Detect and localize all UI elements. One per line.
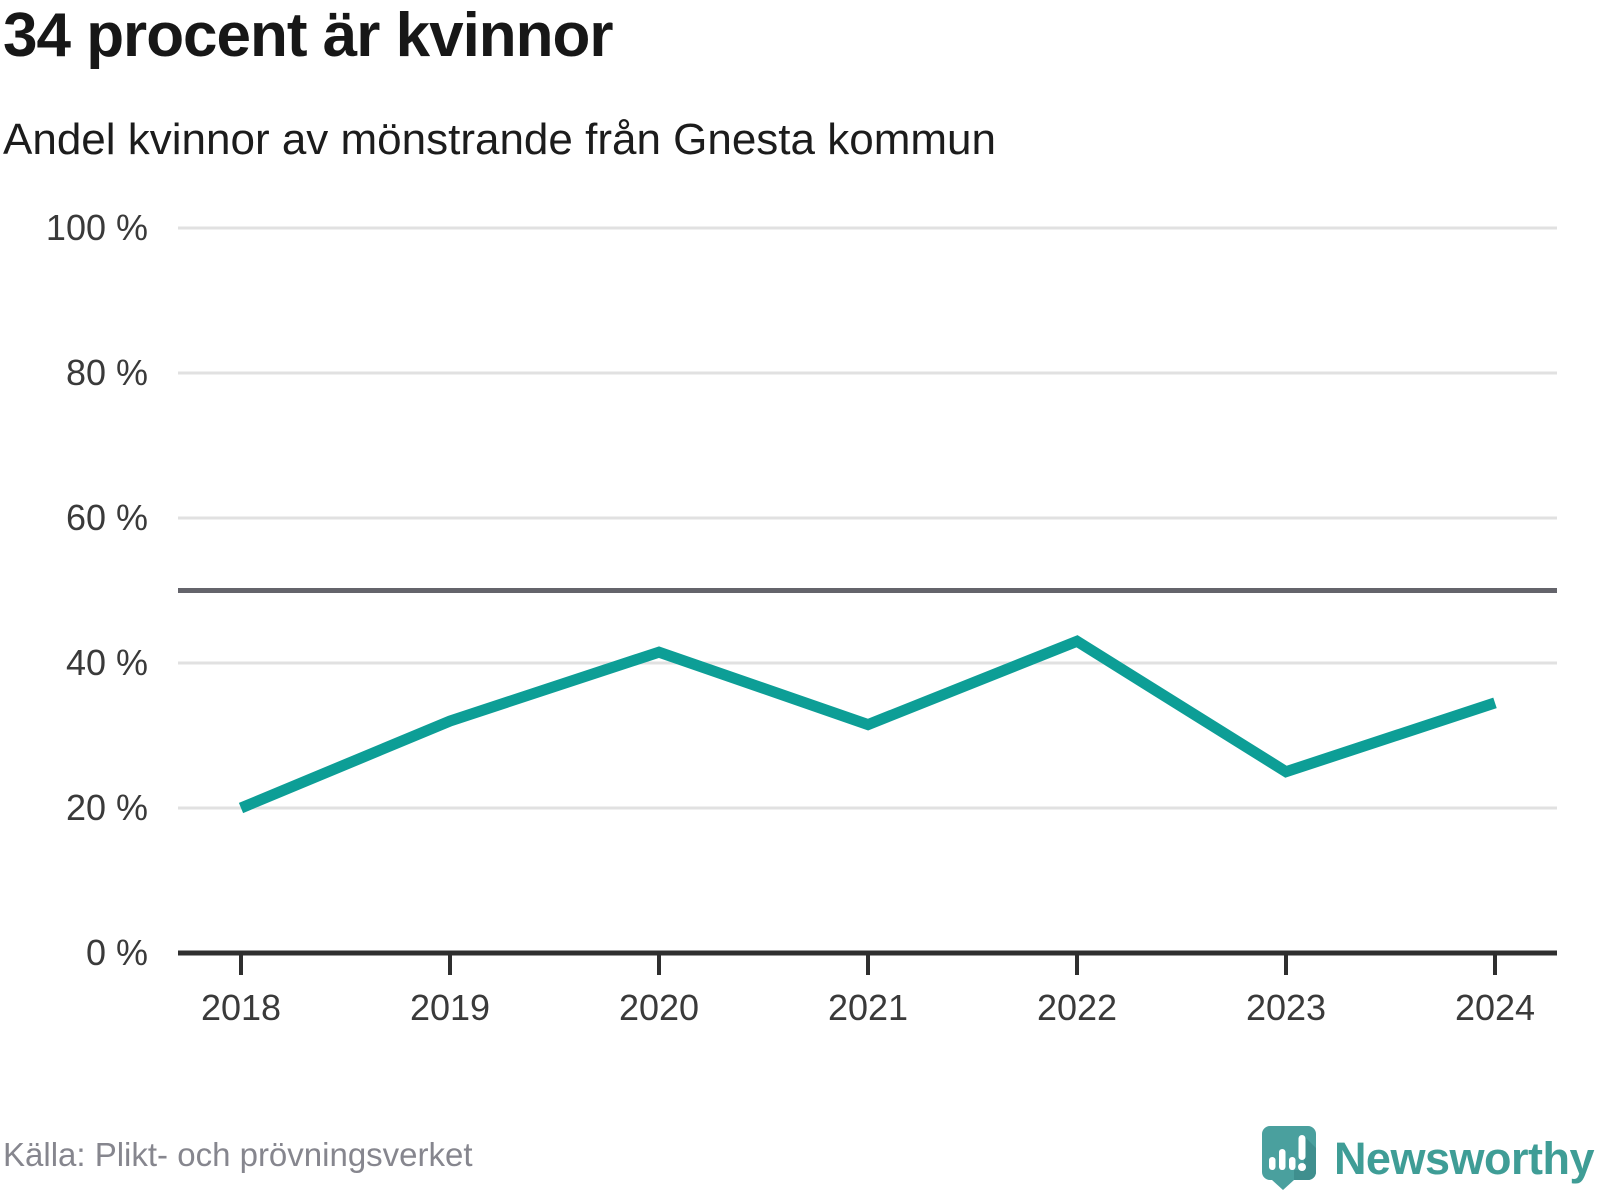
x-tick-label: 2022 (1037, 987, 1117, 1028)
x-tick-label: 2023 (1246, 987, 1326, 1028)
x-tick-label: 2020 (619, 987, 699, 1028)
newsworthy-speech-bubble-bar-chart-icon (1261, 1126, 1316, 1190)
y-tick-label: 60 % (66, 497, 148, 538)
y-tick-label: 0 % (86, 932, 148, 973)
data-line-andel-kvinnor (238, 635, 1497, 814)
chart-subtitle: Andel kvinnor av mönstrande från Gnesta … (3, 115, 996, 164)
y-tick-label: 80 % (66, 352, 148, 393)
y-tick-label: 20 % (66, 787, 148, 828)
x-tick-label: 2018 (201, 987, 281, 1028)
newsworthy-logo: Newsworthy (1260, 1124, 1595, 1192)
y-tick-label: 100 % (46, 207, 148, 248)
x-tick-label: 2019 (410, 987, 490, 1028)
newsworthy-logo-text: Newsworthy (1333, 1132, 1595, 1184)
x-tick-label: 2024 (1455, 987, 1535, 1028)
source-note: Källa: Plikt- och prövningsverket (3, 1136, 473, 1173)
y-tick-label: 40 % (66, 642, 148, 683)
chart-title: 34 procent är kvinnor (3, 1, 614, 70)
x-tick-label: 2021 (828, 987, 908, 1028)
